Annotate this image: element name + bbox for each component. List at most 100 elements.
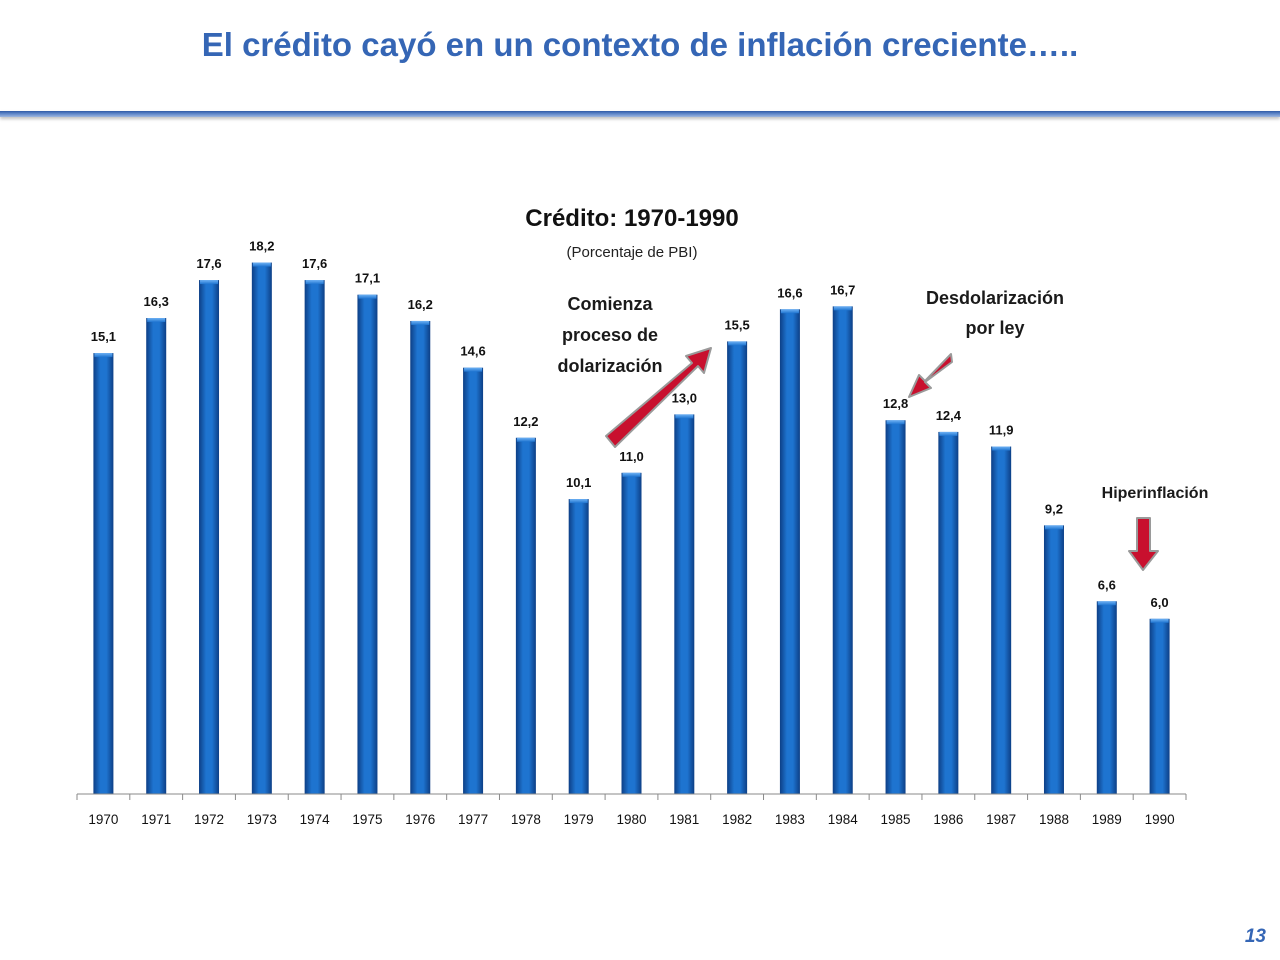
annotation-hiperinflacion-label: Hiperinflación xyxy=(1102,485,1209,502)
bar-1979 xyxy=(568,499,589,794)
bar-1972 xyxy=(199,280,220,795)
value-label-1971: 16,3 xyxy=(144,294,169,309)
bar-1983 xyxy=(779,309,800,794)
value-label-1990: 6,0 xyxy=(1151,595,1169,610)
slide-title: El crédito cayó en un contexto de inflac… xyxy=(201,26,1079,63)
bar-1974 xyxy=(304,280,325,795)
bar-1970 xyxy=(93,353,114,794)
value-labels: 15,1 16,3 17,6 18,2 17,6 17,1 16,2 14,6 12,2 10,1… xyxy=(91,239,1169,610)
bar-body xyxy=(1096,601,1117,794)
arrow-up-right-icon xyxy=(605,347,712,448)
value-label-1975: 17,1 xyxy=(355,271,380,286)
bar-1982 xyxy=(727,341,748,794)
tick-label-1980: 1980 xyxy=(616,812,646,827)
bar-cap xyxy=(780,309,799,314)
bar-body xyxy=(568,499,589,794)
value-label-1981: 13,0 xyxy=(672,390,697,405)
value-label-1972: 17,6 xyxy=(196,256,221,271)
x-axis-tick-labels: 1970 1971 1972 1973 1974 1975 1976 1977 1978 1979… xyxy=(88,812,1174,827)
value-label-1986: 12,4 xyxy=(936,408,962,423)
arrow-down-icon xyxy=(1128,517,1159,571)
bar-1980 xyxy=(621,472,642,794)
bar-body xyxy=(1149,618,1170,794)
annotation-desdolarizacion: Desdolarización por ley xyxy=(908,288,1064,398)
bar-body xyxy=(885,420,906,794)
bar-1981 xyxy=(674,414,695,794)
bar-body xyxy=(621,472,642,794)
bar-cap xyxy=(622,472,641,477)
value-label-1977: 14,6 xyxy=(460,344,485,359)
value-label-1988: 9,2 xyxy=(1045,501,1063,516)
bar-1987 xyxy=(991,446,1012,794)
tick-label-1985: 1985 xyxy=(881,812,911,827)
chart-title: Crédito: 1970-1990 xyxy=(525,205,738,232)
tick-label-1983: 1983 xyxy=(775,812,805,827)
annotation-dolarizacion-line-1: Comienza xyxy=(567,294,653,314)
bar-1971 xyxy=(146,318,167,794)
tick-label-1988: 1988 xyxy=(1039,812,1069,827)
bar-1973 xyxy=(251,262,272,794)
annotation-dolarizacion-line-3: dolarización xyxy=(557,356,662,376)
tick-label-1981: 1981 xyxy=(669,812,699,827)
bar-cap xyxy=(1150,618,1169,623)
annotation-dolarizacion: Comienza proceso de dolarización xyxy=(557,294,712,448)
bar-body xyxy=(938,431,959,794)
bar-cap xyxy=(305,280,324,285)
bar-body xyxy=(93,353,114,794)
bar-body xyxy=(1043,525,1064,794)
tick-label-1990: 1990 xyxy=(1145,812,1175,827)
bar-cap xyxy=(1044,525,1063,530)
bar-cap xyxy=(675,414,694,419)
bar-body xyxy=(515,437,536,794)
bar-cap xyxy=(358,294,377,299)
bar-body xyxy=(991,446,1012,794)
bar-cap xyxy=(886,420,905,425)
bar-body xyxy=(410,320,431,794)
value-label-1979: 10,1 xyxy=(566,475,591,490)
bar-cap xyxy=(252,262,271,267)
bar-1989 xyxy=(1096,601,1117,794)
bar-cap xyxy=(569,499,588,504)
bar-body xyxy=(674,414,695,794)
bar-body xyxy=(357,294,378,794)
bar-cap xyxy=(147,318,166,323)
bar-cap xyxy=(464,367,483,372)
annotation-hiperinflacion: Hiperinflación xyxy=(1102,485,1209,571)
bar-series xyxy=(93,262,1170,795)
bar-body xyxy=(251,262,272,794)
bar-1977 xyxy=(463,367,484,794)
tick-label-1976: 1976 xyxy=(405,812,435,827)
bar-cap xyxy=(992,446,1011,451)
value-label-1984: 16,7 xyxy=(830,282,855,297)
title-divider xyxy=(0,111,1280,117)
annotation-desdolarizacion-line-1: Desdolarización xyxy=(926,288,1064,308)
bar-1984 xyxy=(832,306,853,794)
bar-cap xyxy=(728,341,747,346)
value-label-1973: 18,2 xyxy=(249,239,274,254)
annotation-desdolarizacion-line-2: por ley xyxy=(965,318,1024,338)
bar-1985 xyxy=(885,420,906,794)
bar-body xyxy=(304,280,325,795)
value-label-1982: 15,5 xyxy=(724,317,749,332)
bar-cap xyxy=(411,320,430,325)
tick-label-1987: 1987 xyxy=(986,812,1016,827)
bar-body xyxy=(463,367,484,794)
tick-label-1986: 1986 xyxy=(933,812,963,827)
bar-body xyxy=(146,318,167,794)
bar-body xyxy=(779,309,800,794)
annotation-dolarizacion-line-2: proceso de xyxy=(562,325,658,345)
value-label-1970: 15,1 xyxy=(91,329,116,344)
credit-bar-chart: Crédito: 1970-1990 (Porcentaje de PBI) 1… xyxy=(76,205,1209,827)
tick-label-1974: 1974 xyxy=(300,812,331,827)
tick-label-1972: 1972 xyxy=(194,812,224,827)
bar-cap xyxy=(833,306,852,311)
bar-1978 xyxy=(515,437,536,794)
page-number: 13 xyxy=(1244,926,1266,947)
tick-label-1970: 1970 xyxy=(88,812,118,827)
value-label-1985: 12,8 xyxy=(883,396,908,411)
value-label-1978: 12,2 xyxy=(513,414,538,429)
tick-label-1979: 1979 xyxy=(564,812,594,827)
chart-subtitle: (Porcentaje de PBI) xyxy=(567,244,698,261)
bar-cap xyxy=(939,431,958,436)
bar-body xyxy=(199,280,220,795)
